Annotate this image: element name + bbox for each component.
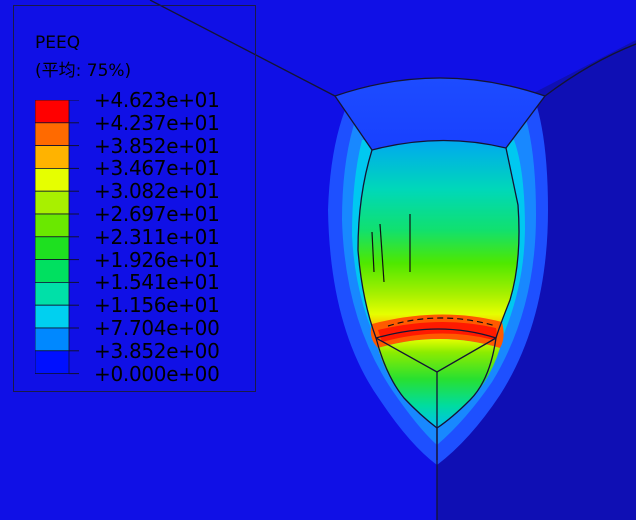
legend-color-swatch <box>35 168 70 192</box>
legend-color-swatch <box>35 350 70 375</box>
legend-averaging-note: (平均: 75%) <box>35 61 132 81</box>
legend-value-label: +4.237e+01 <box>94 110 220 135</box>
peak-strain-band <box>378 321 497 342</box>
legend-value-label: +2.697e+01 <box>94 202 220 226</box>
fusion-zone-body <box>358 140 519 338</box>
legend-value-label: +3.082e+01 <box>94 179 220 204</box>
legend-color-swatch <box>35 281 70 306</box>
legend-value-label: +3.852e+01 <box>94 133 220 158</box>
legend-value-label: +1.541e+01 <box>94 270 220 295</box>
legend-color-swatch <box>35 304 70 329</box>
legend-color-swatch <box>35 259 70 283</box>
legend-value-label: +4.623e+01 <box>94 88 220 112</box>
legend-value-label: +0.000e+00 <box>94 361 220 386</box>
legend-color-swatch <box>35 190 70 215</box>
legend-value-label: +2.311e+01 <box>94 224 220 249</box>
legend-color-swatch <box>35 122 70 146</box>
legend-value-label: +1.926e+01 <box>94 247 220 272</box>
legend-variable-name: PEEQ <box>35 33 81 53</box>
mesh-edges <box>149 0 636 520</box>
legend-value-label: +1.156e+01 <box>94 293 220 318</box>
legend-value-label: +3.467e+01 <box>94 156 220 181</box>
legend-color-swatch <box>35 327 70 352</box>
legend-color-swatch <box>35 100 70 124</box>
legend-value-label: +7.704e+00 <box>94 316 220 340</box>
legend-panel <box>13 5 256 392</box>
legend-color-bar <box>35 100 79 375</box>
legend-color-swatch <box>35 145 70 169</box>
legend-color-swatch <box>35 236 70 261</box>
legend-color-swatch <box>35 213 70 238</box>
weld-cap-region <box>335 78 545 150</box>
lower-zone-region <box>378 339 500 428</box>
fusion-zone-lines <box>371 214 497 327</box>
legend-value-label: +3.852e+00 <box>94 338 220 363</box>
